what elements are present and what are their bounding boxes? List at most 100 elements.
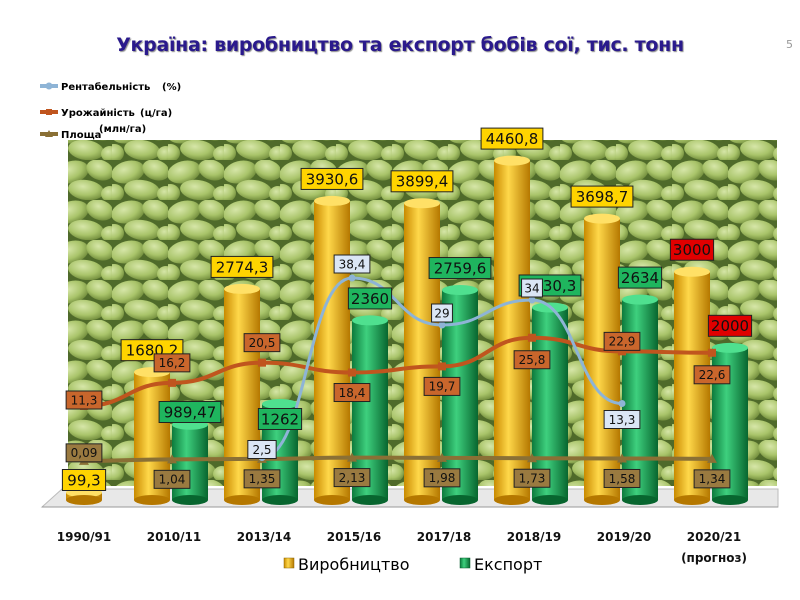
area-point [437, 452, 447, 462]
bar-production-top [224, 283, 260, 294]
data-label-profitability-box [603, 410, 641, 429]
bar-production-top [494, 155, 530, 166]
data-label-yield-box [333, 383, 371, 403]
bar-export-top [262, 398, 298, 409]
x-tick-note: (прогноз) [681, 551, 747, 565]
yield-point [708, 348, 716, 357]
data-label-yield-box [603, 331, 641, 351]
yield-point [618, 347, 626, 356]
data-label-export: 2759,6 [434, 259, 487, 277]
data-label-area: 1,58 [609, 472, 636, 486]
area-line [82, 455, 714, 463]
legend-label-production: Виробництво [298, 555, 409, 574]
data-label-profitability: 13,3 [609, 413, 636, 427]
data-label-export-box [707, 314, 753, 337]
data-label-area-box [513, 468, 551, 488]
area-point [617, 453, 627, 463]
yield-point [168, 378, 176, 387]
data-label-export: 989,47 [164, 403, 217, 421]
area-point [707, 453, 717, 463]
legend-marker-area [45, 130, 53, 137]
data-label-area-box [333, 468, 371, 488]
data-label-area: 1,98 [429, 471, 456, 485]
area-point [167, 454, 177, 464]
area-point [527, 453, 537, 463]
data-label-profitability: 38,4 [339, 257, 366, 271]
data-label-area: 1,73 [519, 472, 546, 486]
profitability-line [260, 276, 624, 459]
legend-swatch-production [283, 557, 295, 569]
legend-swatch-export [459, 557, 471, 569]
data-label-production-box [390, 170, 454, 193]
bar-production-top [314, 195, 350, 206]
profitability-point [348, 274, 356, 282]
data-label-production-box [669, 238, 715, 261]
legend-label-area: Площа [61, 130, 101, 141]
bar-production-base [224, 495, 260, 505]
data-label-production: 3930,6 [306, 170, 359, 188]
data-label-area-box [153, 469, 191, 489]
legend-top: Рентабельність (%) Урожайність (ц/га) Пл… [40, 81, 181, 141]
bar-production [314, 200, 350, 500]
bar-export-base [622, 495, 658, 505]
x-tick-label: 1990/91 [57, 530, 111, 544]
bar-production [224, 288, 260, 500]
x-tick-label: 2019/20 [597, 530, 651, 544]
data-label-yield: 18,4 [339, 386, 366, 400]
data-label-yield: 22,6 [699, 368, 726, 382]
bar-production-top [584, 213, 620, 224]
legend-marker-yield [46, 109, 52, 115]
data-label-export-box [158, 401, 222, 423]
data-label-area-box [423, 468, 461, 488]
data-label-profitability-box [247, 440, 277, 459]
data-label-export: 2634 [621, 269, 659, 287]
legend-item-area: Площа (млн/га) [40, 124, 146, 141]
bar-production-base [494, 495, 530, 505]
legend-label-export: Експорт [474, 555, 542, 574]
bar-export-top [712, 342, 748, 353]
data-label-yield-box [423, 376, 461, 396]
data-label-profitability: 29 [434, 306, 449, 320]
data-label-yield-box [65, 390, 103, 410]
legend-item-profitability: Рентабельність (%) [40, 81, 181, 93]
x-tick-label: 2010/11 [147, 530, 201, 544]
data-label-export-box [428, 257, 492, 280]
legend-unit-area: (млн/га) [99, 124, 146, 135]
data-label-area-box [603, 468, 641, 488]
bar-export-base [172, 495, 208, 505]
bar-export-base [532, 495, 568, 505]
data-label-area: 1,04 [159, 473, 186, 487]
data-label-production: 4460,8 [486, 130, 539, 148]
data-label-yield-box [153, 353, 191, 373]
yield-point [438, 362, 446, 371]
legend-bottom: Виробництво Експорт [283, 555, 542, 574]
data-label-export-box [347, 287, 393, 310]
data-label-profitability-box [431, 303, 453, 323]
data-label-area: 0,09 [71, 446, 98, 460]
bar-export-top [442, 285, 478, 296]
data-label-yield: 11,3 [71, 393, 98, 407]
data-label-production-box [570, 185, 634, 208]
legend-label-profitability: Рентабельність [61, 81, 150, 93]
bar-export-base [262, 495, 298, 505]
profitability-point [528, 296, 536, 304]
bar-export-top [352, 315, 388, 326]
x-tick-label: 2020/21 [687, 530, 741, 544]
x-tick-label: 2017/18 [417, 530, 471, 544]
data-label-export: 2000 [711, 317, 749, 335]
legend-label-yield: Урожайність [61, 108, 135, 119]
bar-export-base [352, 495, 388, 505]
profitability-point [438, 321, 446, 329]
data-label-production-box [61, 469, 107, 491]
yield-point [258, 358, 266, 367]
bar-production-top [404, 198, 440, 209]
bar-production-top [674, 266, 710, 277]
data-label-yield: 25,8 [519, 353, 546, 367]
data-label-production-box [210, 255, 274, 278]
data-label-production: 2774,3 [216, 258, 269, 276]
area-point [347, 452, 357, 462]
data-label-export: 2360 [351, 290, 389, 308]
legend-marker-profitability [45, 82, 53, 90]
bar-production [584, 218, 620, 500]
